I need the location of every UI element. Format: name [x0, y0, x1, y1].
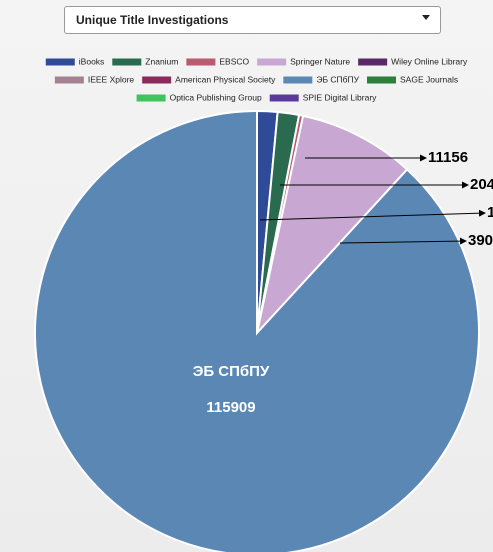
data-label: 11156	[428, 149, 468, 166]
leader-line	[259, 209, 486, 221]
legend-swatch	[257, 58, 287, 66]
legend-swatch	[269, 94, 299, 102]
legend-swatch	[283, 76, 313, 84]
legend-label: Optica Publishing Group	[170, 92, 262, 102]
legend-swatch	[45, 58, 75, 66]
labels: 1950 2040 390 11156 ЭБ СПбПУ 115909	[193, 149, 493, 416]
legend-label: SAGE Journals	[400, 74, 458, 84]
legend-label: American Physical Society	[175, 74, 276, 84]
legend-swatch	[367, 76, 397, 84]
data-label: 390	[468, 232, 493, 249]
legend-swatch	[358, 58, 388, 66]
dropdown-text: Unique Title Investigations	[76, 13, 229, 27]
legend-label: ЭБ СПбПУ	[316, 74, 359, 84]
legend-swatch	[54, 76, 84, 84]
data-label: 1950	[487, 204, 493, 221]
legend-label: Wiley Online Library	[391, 56, 468, 66]
data-label: 2040	[470, 176, 493, 193]
legend-label: IEEE Xplore	[88, 74, 135, 84]
legend-label: iBooks	[79, 56, 105, 66]
legend: iBooks Znanium EBSCO Springer Nature Wiley O…	[45, 56, 468, 102]
leader-line	[339, 237, 467, 245]
dropdown[interactable]: Unique Title Investigations	[64, 6, 441, 34]
dropdown-caret	[422, 15, 430, 20]
legend-label: Znanium	[145, 56, 178, 66]
slices	[34, 109, 480, 552]
pie-slice	[34, 109, 480, 552]
legend-swatch	[136, 94, 166, 102]
legend-label: SPIE Digital Library	[303, 92, 377, 102]
legend-swatch	[186, 58, 216, 66]
slice-name: ЭБ СПбПУ	[193, 363, 270, 380]
data-label: 115909	[206, 399, 255, 416]
legend-label: EBSCO	[219, 56, 249, 66]
legend-swatch	[142, 76, 172, 84]
legend-swatch	[112, 58, 142, 66]
pie-slice	[255, 114, 409, 337]
legend-label: Springer Nature	[290, 56, 350, 66]
